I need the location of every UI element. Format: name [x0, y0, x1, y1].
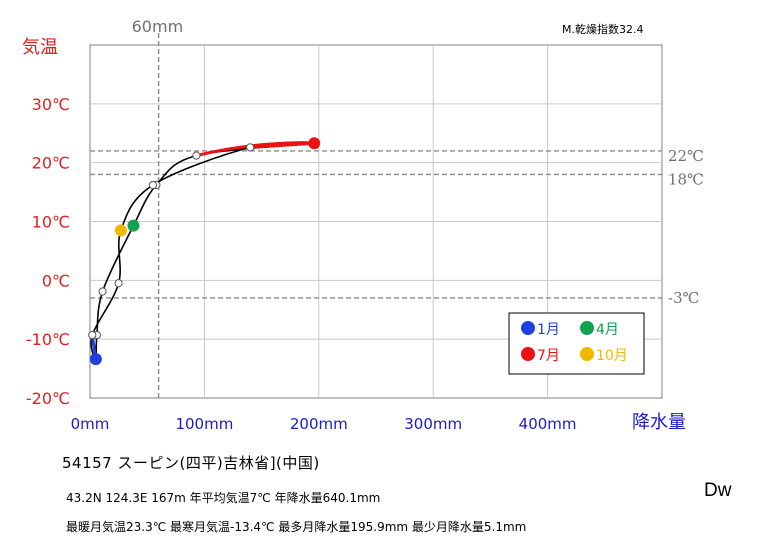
month-point	[88, 330, 97, 340]
legend-marker-oct	[580, 347, 594, 361]
x-axis-label: 降水量	[632, 412, 686, 433]
legend-marker-jan	[521, 321, 535, 335]
x-tick-label: 200mm	[290, 415, 348, 433]
reference-label-18c: 18℃	[668, 170, 704, 188]
month-point	[246, 143, 255, 152]
highlight-point-7月	[308, 137, 321, 150]
x-tick-label: 100mm	[175, 415, 233, 433]
x-tick-label: 0mm	[71, 415, 110, 433]
x-tick-label: 400mm	[519, 415, 577, 433]
highlight-point-1月	[89, 353, 102, 366]
legend-marker-jul	[521, 347, 535, 361]
y-tick-label: 30℃	[32, 95, 70, 114]
y-tick-label: -20℃	[26, 389, 70, 408]
month-points	[88, 137, 321, 366]
reference-label-60mm: 60mm	[132, 17, 184, 36]
legend-label-apr: 4月	[596, 322, 619, 338]
highlight-point-4月	[127, 219, 140, 232]
july-segment-2	[250, 141, 315, 149]
legend: 1月 4月 7月 10月	[508, 312, 645, 375]
month-point	[114, 279, 123, 288]
y-axis-label: 気温	[22, 37, 58, 58]
y-tick-label: -10℃	[26, 330, 70, 349]
month-point	[148, 180, 158, 190]
y-axis-ticks: -20℃ -10℃ 0℃ 10℃ 20℃ 30℃	[26, 95, 70, 408]
reference-label-22c: 22℃	[668, 147, 704, 165]
month-point	[98, 287, 107, 296]
x-tick-label: 300mm	[404, 415, 462, 433]
legend-marker-apr	[580, 321, 594, 335]
y-tick-label: 20℃	[32, 154, 70, 173]
x-axis-ticks: 0mm 100mm 200mm 300mm 400mm	[71, 415, 577, 433]
highlight-point-10月	[114, 224, 127, 237]
reference-lines: 60mm 22℃ 18℃ -3℃	[90, 17, 704, 398]
legend-label-jul: 7月	[537, 348, 560, 364]
y-tick-label: 10℃	[32, 213, 70, 232]
reference-label-minus3c: -3℃	[668, 289, 699, 307]
y-tick-label: 0℃	[42, 271, 70, 290]
legend-label-jan: 1月	[537, 322, 560, 338]
legend-label-oct: 10月	[596, 348, 628, 364]
month-point	[192, 151, 201, 160]
